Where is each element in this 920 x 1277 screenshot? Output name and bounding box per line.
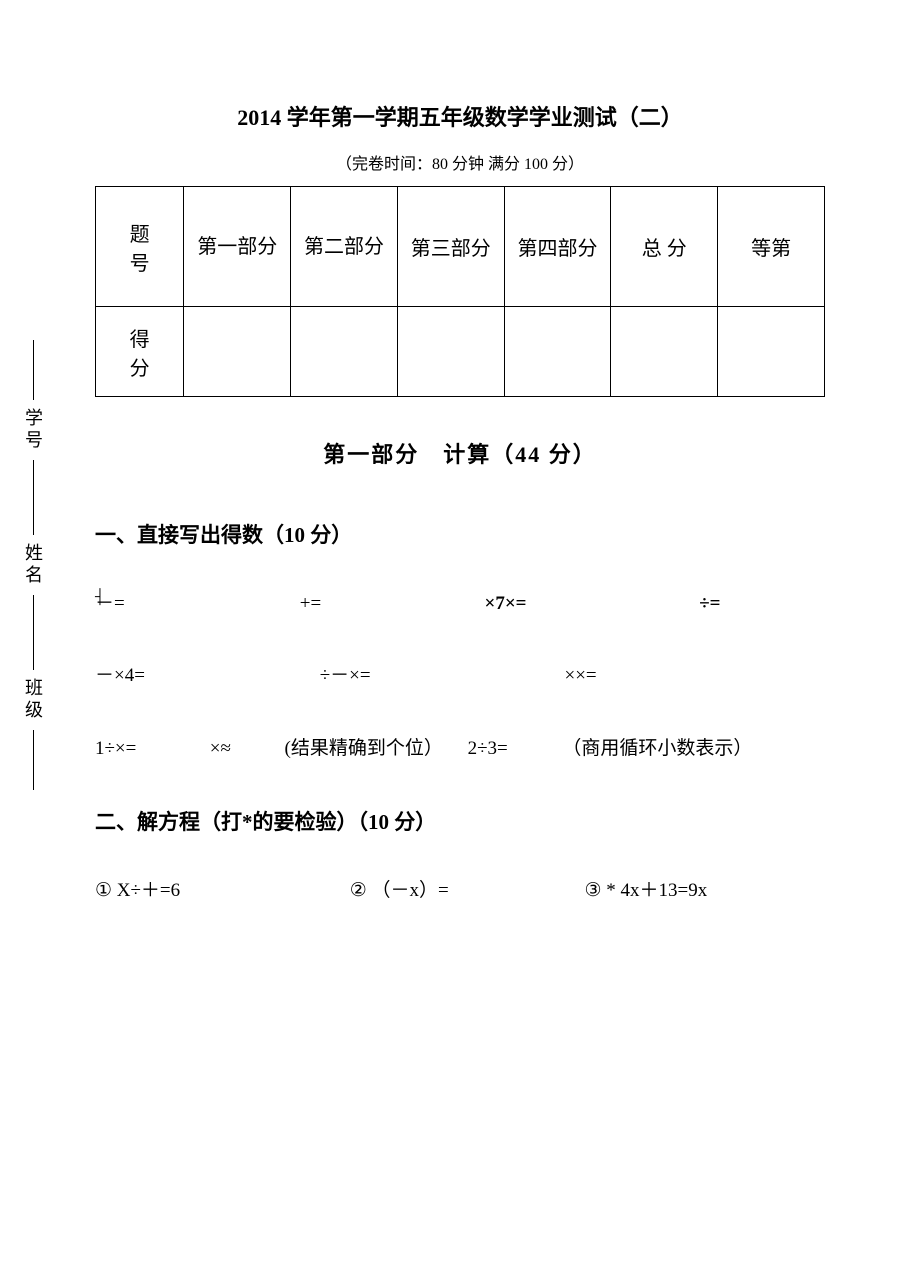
q1-3c: (结果精确到个位） (285, 734, 443, 764)
col-part2-label: 第二部分 (291, 225, 397, 269)
score-table: 题 号 第一部分 第二部分 第三部分 第四部分 总 分 等第 得 分 (95, 186, 825, 397)
score-cell-3 (397, 307, 504, 397)
q1-2b: ÷－×= (320, 661, 510, 691)
q2-1c: ③ * 4x＋13=9x (585, 876, 708, 906)
col-part1-label: 第一部分 (184, 225, 290, 269)
q1-3b: ×≈ (210, 734, 280, 764)
table-header-row: 题 号 第一部分 第二部分 第三部分 第四部分 总 分 等第 (96, 187, 825, 307)
q1-1b: += (300, 589, 430, 619)
score-cell-1 (184, 307, 291, 397)
q1-2c: ××= (565, 661, 597, 691)
col-part2: 第二部分 (291, 187, 398, 307)
page-content: 2014 学年第一学期五年级数学学业测试（二） （完卷时间：80 分钟 满分 1… (0, 0, 920, 1009)
q1-line1: －= += ×7×= ÷= (95, 589, 825, 619)
q1-3a: 1÷×= (95, 734, 205, 764)
q1-1c: ×7×= (485, 589, 645, 619)
row-label-question: 题 号 (96, 187, 184, 307)
exam-subtitle: （完卷时间：80 分钟 满分 100 分） (95, 150, 825, 174)
score-cell-total (611, 307, 718, 397)
row-label-score: 得 分 (96, 307, 184, 397)
section1-title: 第一部分 计算（44 分） (95, 437, 825, 469)
q1-3e: （商用循环小数表示） (562, 734, 752, 764)
table-score-row: 得 分 (96, 307, 825, 397)
q2-heading: 二、解方程（打*的要检验）（10 分） (95, 806, 825, 836)
q1-line2: －×4= ÷－×= ××= (95, 661, 825, 691)
col-total: 总 分 (611, 187, 718, 307)
q2-line1: ① X÷＋=6 ② （－x）= ③ * 4x＋13=9x (95, 876, 825, 906)
col-part4: 第四部分 (504, 187, 611, 307)
q1-line3: 1÷×= ×≈ (结果精确到个位） 2÷3= （商用循环小数表示） (95, 734, 825, 764)
q2-1a: ① X÷＋=6 (95, 876, 295, 906)
q1-1a: －= (95, 589, 245, 619)
score-cell-grade (718, 307, 825, 397)
q1-heading: 一、直接写出得数（10 分） (95, 519, 825, 549)
q1-3d: 2÷3= (468, 734, 558, 764)
col-part3: 第三部分 (397, 187, 504, 307)
exam-title: 2014 学年第一学期五年级数学学业测试（二） (95, 100, 825, 132)
score-cell-2 (291, 307, 398, 397)
q2-1b: ② （－x）= (350, 876, 530, 906)
q1-1d: ÷= (699, 589, 720, 619)
q1-2a: －×4= (95, 661, 265, 691)
score-cell-4 (504, 307, 611, 397)
col-grade: 等第 (718, 187, 825, 307)
col-part1: 第一部分 (184, 187, 291, 307)
